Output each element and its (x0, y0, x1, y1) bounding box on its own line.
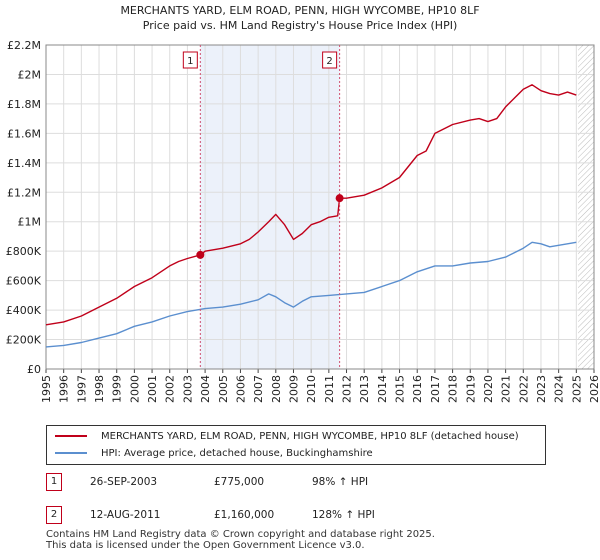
x-tick-label: 1995 (40, 375, 53, 403)
sale-point (196, 250, 205, 259)
y-tick-label: £1.8M (7, 98, 41, 111)
y-tick-label: £400K (6, 304, 42, 317)
transaction-date: 12-AUG-2011 (90, 509, 161, 521)
chart-title: MERCHANTS YARD, ELM ROAD, PENN, HIGH WYC… (120, 4, 479, 17)
x-tick-label: 2012 (341, 375, 354, 403)
transaction-hpi: 98% ↑ HPI (312, 476, 369, 488)
shaded-period (200, 45, 340, 369)
x-tick-label: 1996 (58, 375, 71, 403)
legend-label-hpi: HPI: Average price, detached house, Buck… (101, 448, 373, 459)
x-tick-label: 1997 (75, 375, 88, 403)
x-tick-label: 1998 (93, 375, 106, 403)
legend-swatch-blue (55, 452, 87, 454)
y-tick-label: £1.2M (7, 186, 41, 199)
plot-frame (45, 44, 595, 370)
x-tick-label: 2017 (429, 375, 442, 403)
x-tick-label: 2019 (464, 375, 477, 403)
sale-annotation-rect (322, 51, 338, 69)
x-tick-label: 2004 (199, 375, 212, 403)
x-tick-label: 2006 (234, 375, 247, 403)
transaction-badge: 1 (46, 473, 62, 491)
footer-licence: This data is licensed under the Open Gov… (46, 540, 365, 551)
x-tick-label: 2026 (588, 375, 600, 403)
y-tick-label: £1.6M (7, 127, 41, 140)
legend-item-hpi: HPI: Average price, detached house, Buck… (55, 446, 373, 462)
legend-label-property: MERCHANTS YARD, ELM ROAD, PENN, HIGH WYC… (101, 431, 519, 442)
y-tick-label: £0 (27, 363, 41, 376)
x-tick-label: 2007 (252, 375, 265, 403)
y-tick-label: £800K (6, 245, 42, 258)
legend-swatch-red (55, 435, 87, 437)
y-tick-label: £200K (6, 334, 42, 347)
footer: Contains HM Land Registry data © Crown c… (46, 529, 435, 551)
legend-item-property: MERCHANTS YARD, ELM ROAD, PENN, HIGH WYC… (55, 429, 519, 445)
x-tick-label: 2023 (535, 375, 548, 403)
sale-annotation-rect (182, 51, 198, 69)
x-tick-label: 2025 (570, 375, 583, 403)
chart-subtitle: Price paid vs. HM Land Registry's House … (143, 19, 458, 32)
x-tick-label: 2008 (270, 375, 283, 403)
x-tick-label: 2016 (411, 375, 424, 403)
x-tick-label: 2013 (358, 375, 371, 403)
sale-annotation-box: 2 (322, 51, 338, 69)
footer-copyright: Contains HM Land Registry data © Crown c… (46, 529, 435, 540)
x-tick-label: 2010 (305, 375, 318, 403)
x-tick-label: 2022 (517, 375, 530, 403)
transaction-price: £1,160,000 (214, 509, 275, 521)
x-tick-label: 2009 (287, 375, 300, 403)
sale-point (335, 194, 344, 203)
y-tick-label: £600K (6, 275, 42, 288)
price-chart: MERCHANTS YARD, ELM ROAD, PENN, HIGH WYC… (6, 4, 600, 403)
x-tick-label: 1999 (111, 375, 124, 403)
x-tick-label: 2003 (181, 375, 194, 403)
y-tick-label: £1.4M (7, 157, 41, 170)
x-tick-label: 2015 (394, 375, 407, 403)
x-tick-label: 2018 (447, 375, 460, 403)
x-tick-label: 2001 (146, 375, 159, 403)
series-line-property (45, 84, 577, 326)
series-line-hpi (45, 241, 577, 348)
hatched-region (578, 45, 594, 369)
sale-annotation-box: 1 (182, 51, 198, 69)
x-tick-label: 2024 (553, 375, 566, 403)
y-tick-label: £2M (18, 68, 42, 81)
legend: MERCHANTS YARD, ELM ROAD, PENN, HIGH WYC… (46, 425, 546, 465)
sale-annotation-label: 2 (326, 56, 332, 67)
x-tick-label: 2020 (482, 375, 495, 403)
transaction-badge: 2 (46, 506, 62, 524)
x-tick-label: 2005 (217, 375, 230, 403)
y-tick-label: £1M (18, 216, 42, 229)
x-tick-label: 2000 (128, 375, 141, 403)
transaction-price: £775,000 (214, 476, 265, 488)
x-tick-label: 2021 (500, 375, 513, 403)
transaction-hpi: 128% ↑ HPI (312, 509, 375, 521)
x-tick-label: 2014 (376, 375, 389, 403)
x-tick-label: 2011 (323, 375, 336, 403)
y-tick-label: £2.2M (7, 39, 41, 52)
x-tick-label: 2002 (164, 375, 177, 403)
sale-annotation-label: 1 (187, 56, 193, 67)
transaction-date: 26-SEP-2003 (90, 476, 158, 488)
